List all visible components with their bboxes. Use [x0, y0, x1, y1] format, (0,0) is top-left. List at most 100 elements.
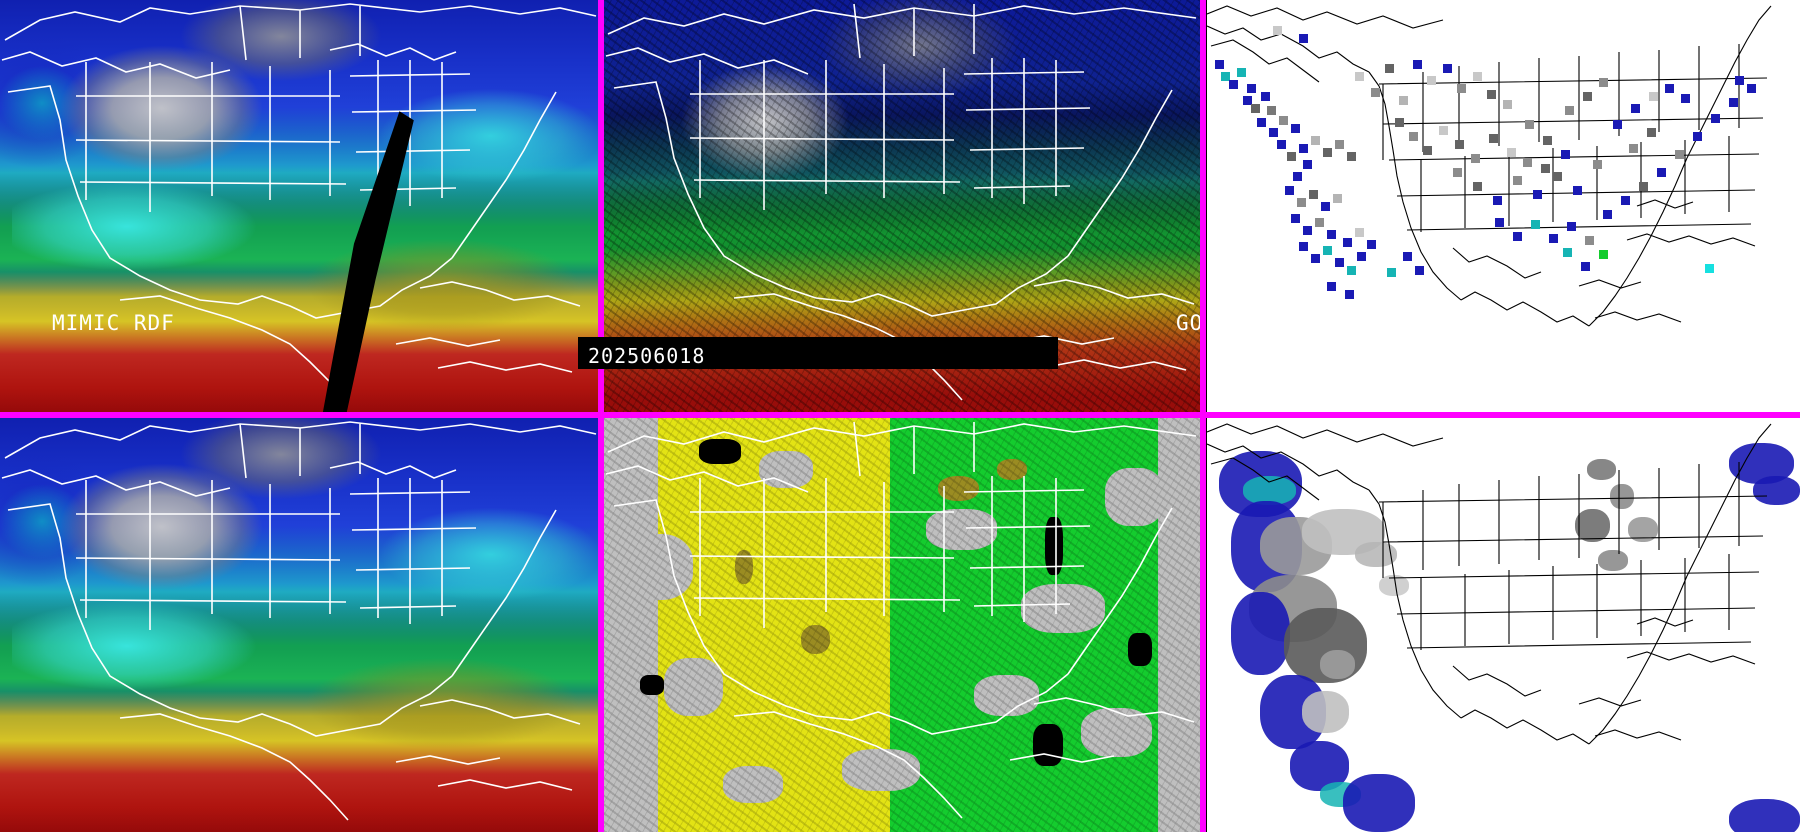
gps-site-marker	[1215, 60, 1224, 69]
gps-site-marker	[1657, 168, 1666, 177]
extrap-blob	[1378, 575, 1409, 596]
gps-site-marker	[1525, 120, 1534, 129]
gps-site-marker	[1471, 154, 1480, 163]
gps-site-marker	[1315, 218, 1324, 227]
gps-site-marker	[1681, 94, 1690, 103]
dsc-nodata-blob	[663, 658, 724, 717]
gps-site-marker	[1729, 98, 1738, 107]
gps-site-marker	[1311, 254, 1320, 263]
gps-site-marker	[1599, 78, 1608, 87]
dsc-missing-blob	[1128, 633, 1153, 667]
gps-site-marker	[1273, 26, 1282, 35]
gps-site-marker	[1629, 144, 1638, 153]
panel-data-source-code[interactable]: Data_Source_Code	[604, 418, 1200, 832]
gps-site-marker	[1243, 96, 1252, 105]
extrap-blob	[1343, 774, 1415, 832]
gps-site-marker	[1489, 134, 1498, 143]
gps-site-marker	[1493, 196, 1502, 205]
gps-site-marker	[1593, 160, 1602, 169]
gps-site-marker	[1639, 182, 1648, 191]
gps-site-marker	[1585, 236, 1594, 245]
gps-site-marker	[1321, 202, 1330, 211]
extrap-blob	[1586, 459, 1617, 481]
gps-site-marker	[1399, 96, 1408, 105]
dsc-missing-blob	[1045, 517, 1063, 576]
gps-site-marker	[1423, 146, 1432, 155]
gps-site-marker	[1473, 72, 1482, 81]
dsc-nodata-blob	[723, 765, 783, 803]
gps-site-marker	[1573, 186, 1582, 195]
dsc-nodata-blob	[1080, 707, 1153, 758]
gps-site-marker	[1561, 150, 1570, 159]
gps-site-marker	[1395, 118, 1404, 127]
btpw-atlantic-moisture-plume	[370, 500, 598, 609]
horizontal-divider	[0, 412, 1800, 418]
gps-site-marker	[1299, 34, 1308, 43]
gps-site-marker	[1533, 190, 1542, 199]
gps-site-marker	[1287, 152, 1296, 161]
dsc-missing-blob	[699, 438, 742, 464]
panel-mimic-rdf[interactable]: MIMIC RDF	[0, 0, 598, 412]
gps-site-marker	[1355, 228, 1364, 237]
gps-site-marker	[1261, 92, 1270, 101]
gps-site-marker	[1269, 128, 1278, 137]
gps-site-marker	[1357, 252, 1366, 261]
extrap-blob	[1301, 691, 1350, 733]
gps-site-marker	[1747, 84, 1756, 93]
gps-site-marker	[1323, 148, 1332, 157]
gps-site-marker	[1457, 84, 1466, 93]
gps-site-marker	[1453, 168, 1462, 177]
dsc-grey-right-margin	[1158, 418, 1200, 832]
gps-site-marker	[1347, 266, 1356, 275]
gps-site-marker	[1229, 80, 1238, 89]
gps-site-marker	[1513, 176, 1522, 185]
dsc-blended-blob	[937, 475, 980, 501]
gps-site-marker	[1385, 64, 1394, 73]
gps-site-marker	[1297, 198, 1306, 207]
gps-site-marker	[1581, 262, 1590, 271]
dsc-nodata-blob	[842, 749, 920, 791]
btpw-dry-airmass-north	[179, 418, 383, 510]
dsc-blended-blob	[997, 459, 1028, 481]
gps-site-marker	[1355, 72, 1364, 81]
gps-site-marker	[1621, 196, 1630, 205]
dsc-nodata-blob	[758, 451, 813, 489]
gps-site-marker	[1303, 226, 1312, 235]
gps-site-marker	[1507, 148, 1516, 157]
gps-site-marker	[1327, 282, 1336, 291]
gps-site-marker	[1711, 114, 1720, 123]
extrap-blob	[1355, 542, 1397, 568]
gps-site-marker	[1439, 126, 1448, 135]
gps-site-marker	[1455, 140, 1464, 149]
gps-site-marker	[1665, 84, 1674, 93]
gps-site-marker	[1311, 136, 1320, 145]
gps-site-marker	[1303, 160, 1312, 169]
panel-btpw[interactable]: bTPW_2020_42	[0, 418, 598, 832]
gps-site-marker	[1565, 106, 1574, 115]
gps-site-marker	[1599, 250, 1608, 259]
gps-site-marker	[1347, 152, 1356, 161]
gps-site-marker	[1693, 132, 1702, 141]
gps-site-marker	[1327, 230, 1336, 239]
gps-site-marker	[1603, 210, 1612, 219]
dsc-nodata-blob	[615, 533, 694, 601]
gps-site-marker	[1513, 232, 1522, 241]
dsc-nodata-blob	[1021, 583, 1105, 634]
gps-site-marker	[1647, 128, 1656, 137]
panel-gps-sites[interactable]: GPS Sites 371	[1207, 0, 1800, 412]
gps-site-marker	[1583, 92, 1592, 101]
gps-site-marker	[1613, 120, 1622, 129]
dsc-grey-left-margin	[604, 418, 658, 832]
gps-site-marker	[1299, 242, 1308, 251]
gps-site-marker	[1675, 150, 1684, 159]
gps-site-marker	[1285, 186, 1294, 195]
gps-site-marker	[1345, 290, 1354, 299]
gps-site-marker	[1649, 92, 1658, 101]
gps-site-marker	[1631, 104, 1640, 113]
panel-gps-extrap[interactable]: GPS_Extrap	[1207, 418, 1800, 832]
gps-site-marker	[1371, 88, 1380, 97]
timestamp-strip	[578, 337, 1058, 369]
extrap-blob	[1230, 591, 1291, 675]
gps-site-marker	[1403, 252, 1412, 261]
gps-site-marker	[1251, 104, 1260, 113]
